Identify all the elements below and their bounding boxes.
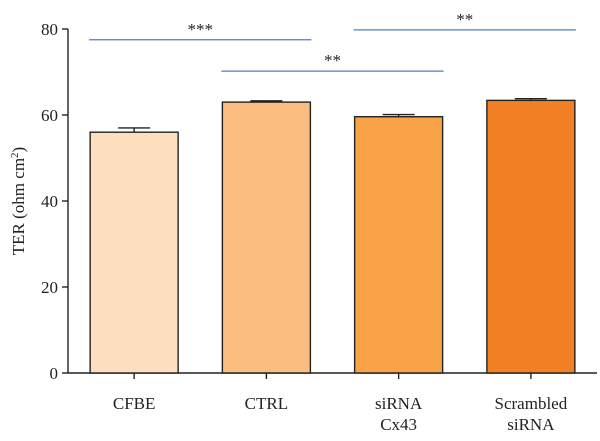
plot-area: 0 20 40 60 80 CFBE CTRL siRNA Cx43 Scrambled siRNA… xyxy=(41,10,597,434)
y-tick-label: 60 xyxy=(41,106,58,125)
y-axis-title: TER (ohm cm2) xyxy=(9,147,28,255)
significance-label: ** xyxy=(324,51,341,70)
x-tick-label: CTRL xyxy=(245,394,288,413)
x-tick-label: CFBE xyxy=(113,394,156,413)
bar xyxy=(486,99,576,374)
y-tick-label: 20 xyxy=(41,278,58,297)
bar xyxy=(221,101,312,374)
y-axis-title-main: TER (ohm cm xyxy=(9,158,28,255)
y-axis-title-close: ) xyxy=(9,147,28,153)
bar xyxy=(89,131,179,374)
significance-label: ** xyxy=(456,10,473,29)
x-tick-label: siRNA Cx43 xyxy=(375,394,423,434)
y-axis-title-superscript: 2 xyxy=(9,152,21,158)
y-tick-label: 0 xyxy=(50,364,59,383)
x-tick-label: Scrambled siRNA xyxy=(495,394,568,434)
bar xyxy=(353,116,444,374)
y-tick-label: 80 xyxy=(41,20,58,39)
y-tick-label: 40 xyxy=(41,192,58,211)
significance-label: *** xyxy=(188,20,214,39)
